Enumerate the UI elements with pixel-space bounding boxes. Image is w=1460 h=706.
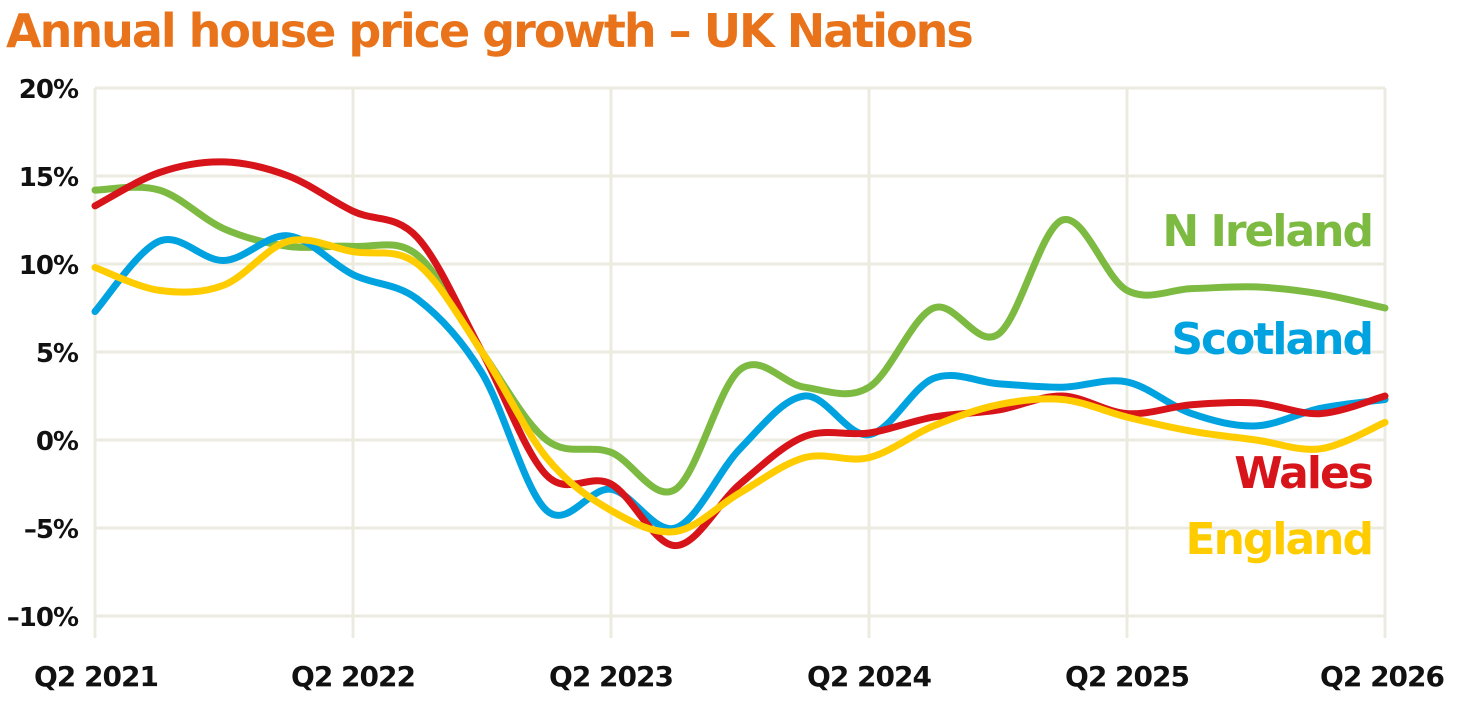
series-label-wales: Wales xyxy=(1234,448,1373,499)
series-label-scotland: Scotland xyxy=(1171,314,1372,365)
series-label-n-ireland: N Ireland xyxy=(1162,206,1372,257)
y-tick-label: 10% xyxy=(19,251,79,281)
x-axis-ticks: Q2 2021 Q2 2022 Q2 2023 Q2 2024 Q2 2025 Q2 20… xyxy=(34,660,1445,693)
x-tick-label: Q2 2025 xyxy=(1065,660,1189,693)
series-line-scotland xyxy=(91,232,1389,533)
y-tick-label: 5% xyxy=(36,339,79,369)
x-tick-label: Q2 2024 xyxy=(807,660,931,693)
chart-title: Annual house price growth – UK Nations xyxy=(6,4,974,58)
y-tick-label: 0% xyxy=(36,427,79,457)
y-tick-label: –5% xyxy=(24,515,79,545)
series-line-england xyxy=(91,236,1389,536)
x-tick-label: Q2 2021 xyxy=(34,660,158,693)
grid xyxy=(93,86,1387,638)
y-tick-label: –10% xyxy=(7,603,79,633)
series-label-england: England xyxy=(1186,514,1372,565)
y-tick-label: 20% xyxy=(19,75,79,105)
x-tick-label: Q2 2026 xyxy=(1320,660,1444,693)
series-lines xyxy=(91,158,1389,550)
y-axis-ticks: 20% 15% 10% 5% 0% –5% –10% xyxy=(7,75,80,633)
series-labels: N Ireland Scotland Wales England xyxy=(1162,206,1374,565)
x-tick-label: Q2 2023 xyxy=(549,660,673,693)
y-tick-label: 15% xyxy=(19,163,79,193)
x-tick-label: Q2 2022 xyxy=(291,660,415,693)
